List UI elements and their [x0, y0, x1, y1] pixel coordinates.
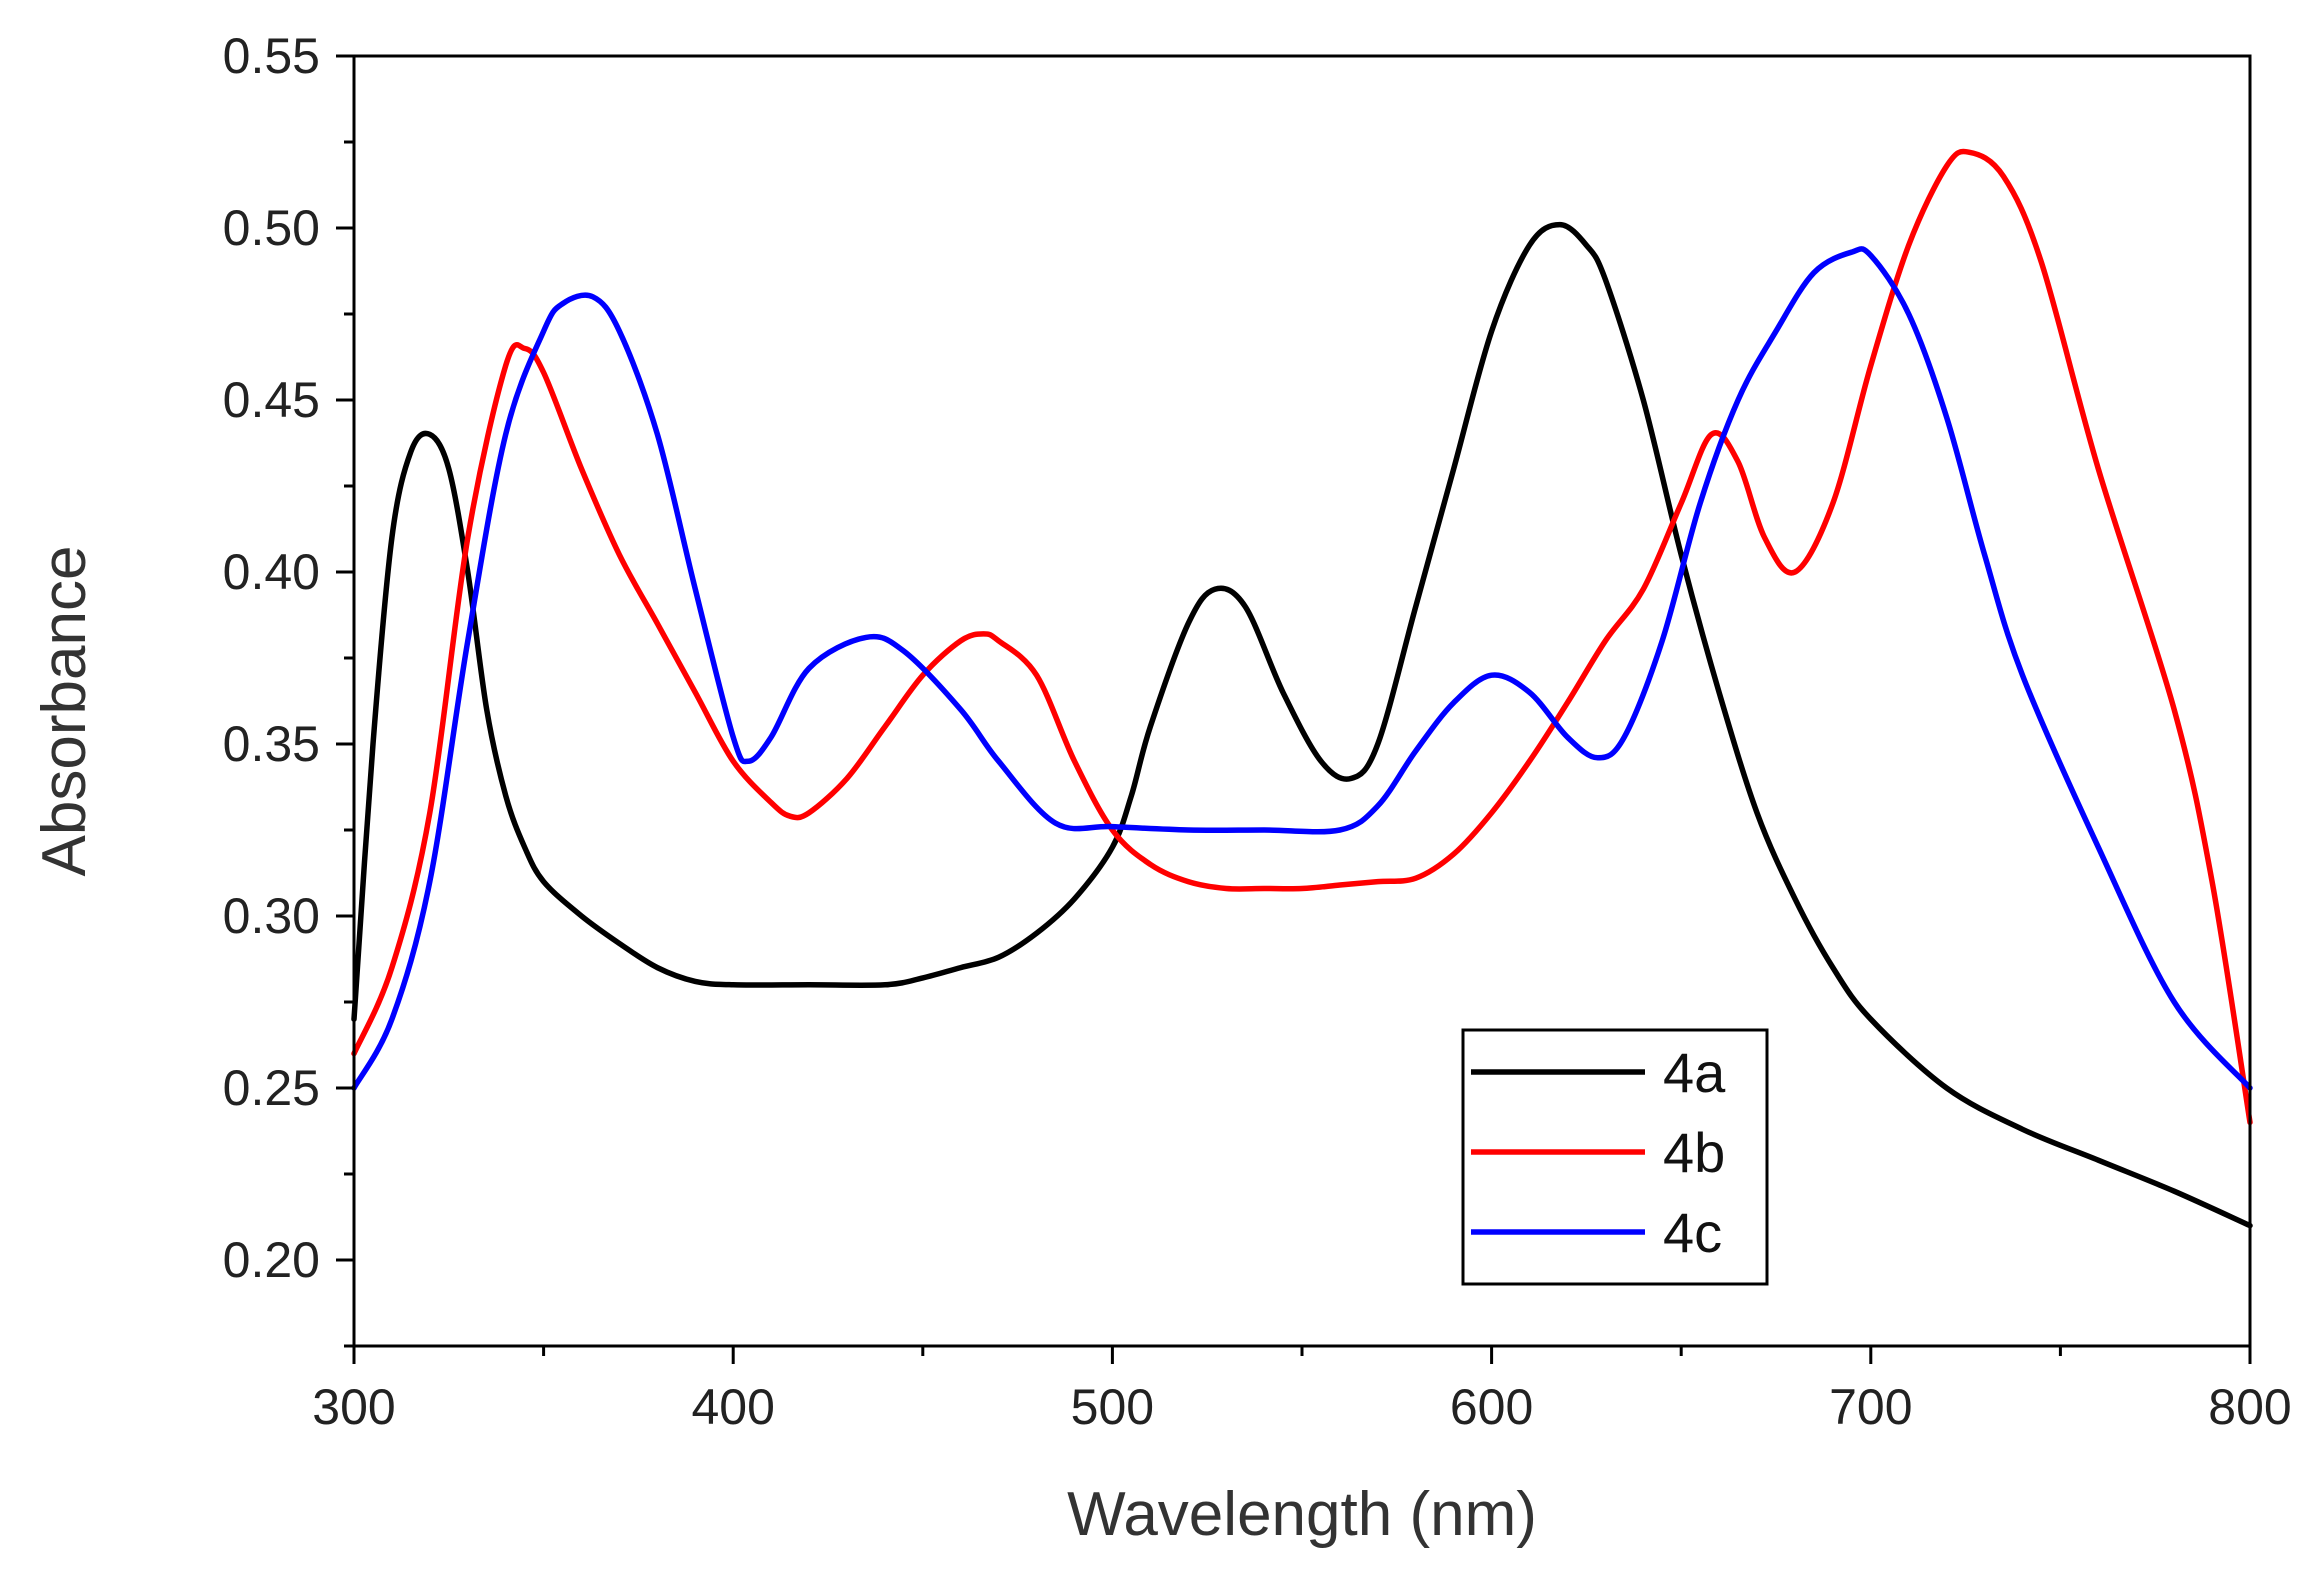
y-tick-label: 0.25	[223, 1060, 320, 1116]
y-axis-title: Absorbance	[30, 546, 99, 877]
x-tick-label: 500	[1071, 1379, 1154, 1435]
legend-item-4c: 4c	[1471, 1201, 1722, 1264]
x-tick-label: 300	[312, 1379, 395, 1435]
legend: 4a 4b 4c	[1461, 1028, 1769, 1286]
y-tick-label: 0.30	[223, 888, 320, 944]
y-tick-label: 0.45	[223, 372, 320, 428]
y-tick-label: 0.55	[223, 28, 320, 84]
y-tick-label: 0.20	[223, 1232, 320, 1288]
legend-items: 4a 4b 4c	[1471, 1041, 1726, 1264]
legend-item-4a: 4a	[1471, 1041, 1726, 1104]
series-line-4c	[351, 246, 2253, 1091]
y-tick-label: 0.50	[223, 200, 320, 256]
x-tick-label: 400	[691, 1379, 774, 1435]
y-tick-label: 0.40	[223, 544, 320, 600]
x-tick-label: 700	[1829, 1379, 1912, 1435]
x-axis-title: Wavelength (nm)	[1067, 1480, 1537, 1549]
legend-label-4c: 4c	[1663, 1201, 1722, 1264]
legend-label-4a: 4a	[1663, 1041, 1726, 1104]
tick-labels-layer: 300 400 500 600 700 800 0.20 0.25 0.30 0.35 0.40 0.…	[223, 28, 2292, 1435]
ticks-layer	[336, 54, 2252, 1364]
series-line-4a	[351, 221, 2253, 1229]
legend-label-4b: 4b	[1663, 1121, 1725, 1184]
series-layer	[351, 148, 2253, 1229]
x-tick-label: 600	[1450, 1379, 1533, 1435]
series-line-4b	[351, 148, 2253, 1126]
x-tick-label: 800	[2208, 1379, 2291, 1435]
y-tick-label: 0.35	[223, 716, 320, 772]
legend-item-4b: 4b	[1471, 1121, 1725, 1184]
